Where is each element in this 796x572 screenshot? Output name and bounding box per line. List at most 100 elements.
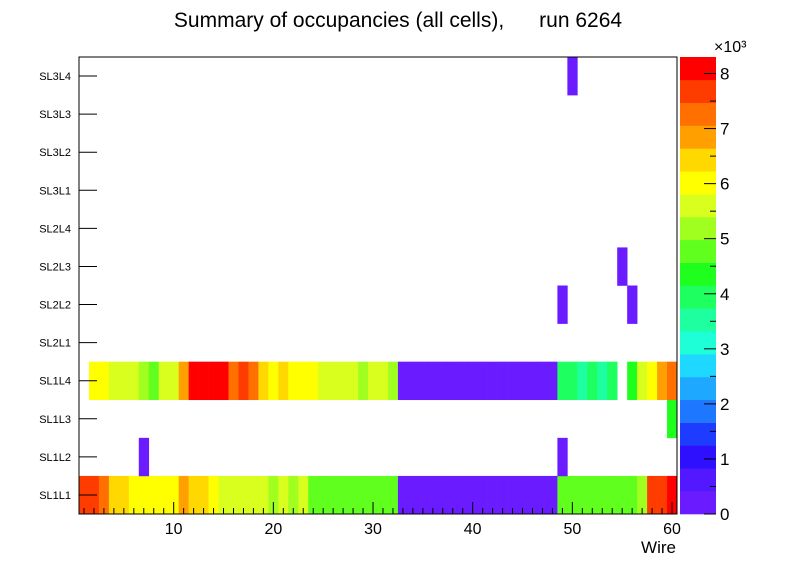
x-tick-label: 40 [464, 521, 482, 538]
heatmap-cell [407, 361, 419, 401]
heatmap-cell [617, 475, 628, 515]
heatmap-cell [557, 361, 568, 401]
colorbar-tick-label: 7 [720, 120, 729, 139]
chart-title: Summary of occupancies (all cells), run … [174, 9, 623, 32]
heatmap-cell [288, 361, 299, 401]
heatmap-cell [258, 361, 269, 401]
colorbar-swatch [680, 376, 716, 401]
y-tick-label: SL2L2 [39, 300, 71, 312]
colorbar-tick-label: 6 [720, 175, 729, 194]
heatmap-cell [278, 361, 289, 401]
heatmap-cell [108, 475, 120, 515]
colorbar-tick-label: 2 [720, 395, 729, 414]
heatmap-cell [118, 361, 130, 401]
heatmap-cell [577, 361, 588, 401]
heatmap-cell [667, 361, 678, 401]
heatmap-cell [387, 475, 399, 515]
heatmap-cell [268, 361, 279, 401]
heatmap-cells [79, 57, 678, 515]
colorbar-swatch [680, 354, 716, 378]
heatmap-cell [517, 361, 528, 401]
heatmap-cell [587, 475, 598, 515]
heatmap-cell [657, 361, 668, 401]
heatmap-cell [497, 361, 508, 401]
heatmap-cell [557, 475, 568, 515]
colorbar-swatch [680, 239, 716, 263]
colorbar-swatch [680, 216, 716, 241]
heatmap-cell [567, 57, 578, 96]
heatmap-cell [308, 475, 319, 515]
colorbar-swatch [680, 399, 716, 423]
heatmap-cell [637, 475, 648, 515]
heatmap-cell [487, 475, 498, 515]
y-tick-label: SL2L3 [39, 261, 71, 273]
heatmap-cell [368, 475, 379, 515]
heatmap-cell [318, 475, 329, 515]
heatmap-cell [238, 475, 249, 515]
x-tick-label: 30 [364, 521, 382, 538]
heatmap-cell [298, 361, 309, 401]
heatmap-cell [647, 475, 658, 515]
heatmap-cell [397, 361, 409, 401]
heatmap-cell [607, 475, 618, 515]
heatmap-cell [537, 361, 548, 401]
heatmap-cell [128, 475, 140, 515]
heatmap-cell [158, 361, 169, 401]
heatmap-cell [208, 361, 219, 401]
heatmap-cell [138, 437, 150, 477]
heatmap-cell [587, 361, 598, 401]
heatmap-cell [378, 361, 389, 401]
heatmap-cell [238, 361, 249, 401]
heatmap-cell [467, 475, 478, 515]
heatmap-cell [108, 361, 120, 401]
y-tick-label: SL1L2 [39, 452, 71, 464]
heatmap-cell [597, 475, 608, 515]
heatmap-cell [228, 361, 239, 401]
x-axis-label: Wire [641, 538, 676, 557]
heatmap-cell [537, 475, 548, 515]
heatmap-cell [328, 361, 339, 401]
heatmap-cell [348, 361, 359, 401]
heatmap-cell [178, 361, 189, 401]
heatmap-cell [268, 475, 279, 515]
colorbar-tick-label: 3 [720, 340, 729, 359]
heatmap-cell [148, 475, 160, 515]
heatmap-cell [208, 475, 219, 515]
heatmap-cell [198, 361, 209, 401]
heatmap-cell [637, 361, 648, 401]
y-axis: SL1L1 SL1L2 SL1L3 SL1L4 SL2L1 SL2L2 SL2L3 SL2L4… [39, 71, 97, 502]
heatmap-cell [288, 475, 299, 515]
heatmap-cell [298, 475, 309, 515]
heatmap-cell [188, 361, 199, 401]
colorbar-swatch [680, 422, 716, 446]
heatmap-cell [557, 437, 568, 477]
colorbar-tick-label: 4 [720, 285, 729, 304]
heatmap-cell [378, 475, 389, 515]
heatmap-cell [627, 475, 638, 515]
heatmap-cell [348, 475, 359, 515]
heatmap-cell [567, 475, 578, 515]
y-tick-label: SL3L2 [39, 147, 71, 159]
heatmap-cell [168, 361, 179, 401]
heatmap-cell [627, 285, 638, 324]
y-tick-label: SL2L4 [39, 223, 71, 235]
colorbar-swatch [680, 125, 716, 149]
heatmap-cell [138, 361, 150, 401]
heatmap-cell [218, 361, 229, 401]
heatmap-cell [178, 475, 189, 515]
heatmap-cell [527, 475, 538, 515]
heatmap-cell [358, 361, 369, 401]
heatmap-cell [517, 475, 528, 515]
colorbar-tick-label: 5 [720, 230, 729, 249]
heatmap-cell [98, 475, 110, 515]
heatmap-cell [128, 361, 140, 401]
heatmap-cell [338, 475, 349, 515]
heatmap-cell [278, 475, 289, 515]
colorbar-swatch [680, 491, 716, 515]
heatmap-cell [477, 361, 488, 401]
y-tick-label: SL3L4 [39, 71, 71, 83]
heatmap-cell [617, 247, 628, 286]
heatmap-cell [328, 475, 339, 515]
heatmap-cell [118, 475, 130, 515]
x-axis: 10 20 30 40 50 60 [83, 502, 681, 538]
